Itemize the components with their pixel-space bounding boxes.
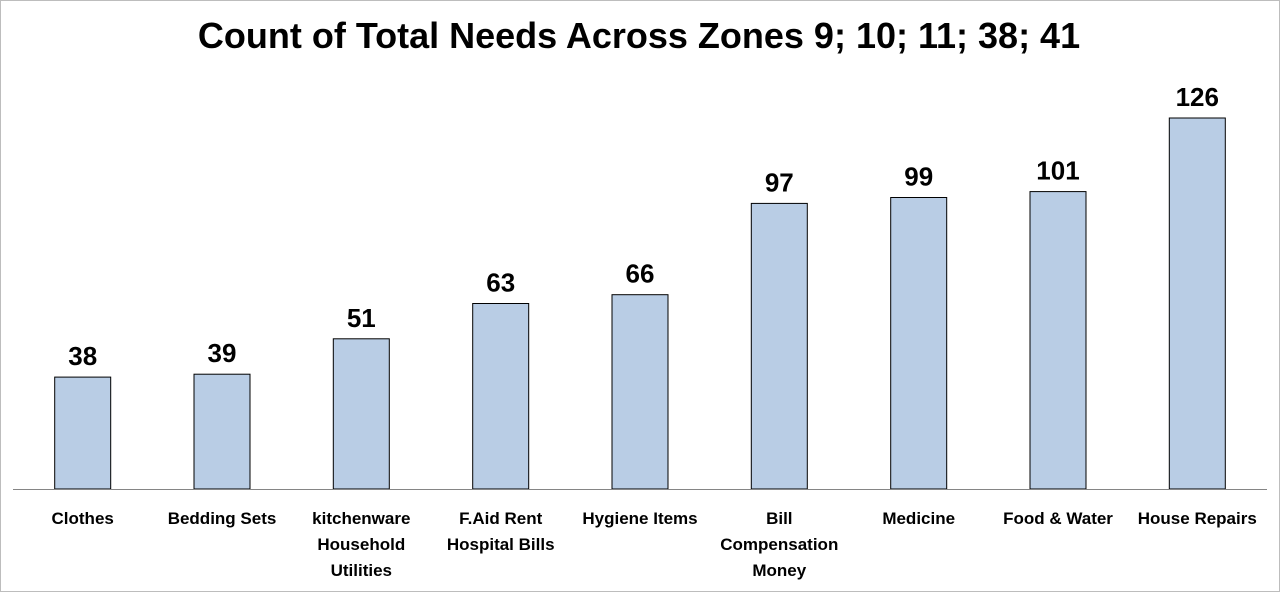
data-label-8: 126: [1176, 82, 1219, 112]
category-label-4: Hygiene Items: [582, 509, 697, 528]
category-label-line: Compensation: [720, 535, 838, 554]
category-label-0: Clothes: [52, 509, 114, 528]
bar-8: [1169, 118, 1225, 489]
bar-0: [55, 377, 111, 489]
category-label-line: Money: [752, 561, 806, 580]
data-label-4: 66: [626, 259, 655, 289]
bar-1: [194, 374, 250, 489]
category-label-line: Hygiene Items: [582, 509, 697, 528]
category-label-line: Hospital Bills: [447, 535, 555, 554]
category-label-line: Bedding Sets: [168, 509, 277, 528]
data-label-3: 63: [486, 268, 515, 298]
category-label-2: kitchenware Household Utilities: [312, 509, 410, 580]
bar-chart: 38 39 51 63 66 97 99 101 126 Clothes Bedding Sets…: [0, 0, 1280, 592]
bar-5: [751, 203, 807, 489]
category-label-line: Utilities: [331, 561, 392, 580]
category-label-line: Food & Water: [1003, 509, 1113, 528]
bar-4: [612, 295, 668, 489]
category-labels: Clothes Bedding Sets kitchenware Household U…: [52, 509, 1257, 580]
data-label-5: 97: [765, 167, 794, 197]
bar-2: [333, 339, 389, 489]
data-label-6: 99: [904, 162, 933, 192]
category-label-line: Bill: [766, 509, 792, 528]
category-label-1: Bedding Sets: [168, 509, 277, 528]
category-label-line: House Repairs: [1138, 509, 1257, 528]
category-label-line: F.Aid Rent: [459, 509, 542, 528]
bar-6: [891, 198, 947, 490]
category-label-3: F.Aid Rent Hospital Bills: [447, 509, 555, 554]
category-label-7: Food & Water: [1003, 509, 1113, 528]
data-label-7: 101: [1036, 156, 1079, 186]
data-label-1: 39: [208, 338, 237, 368]
category-label-line: kitchenware: [312, 509, 410, 528]
category-label-5: Bill Compensation Money: [720, 509, 838, 580]
category-label-6: Medicine: [882, 509, 955, 528]
data-label-2: 51: [347, 303, 376, 333]
category-label-line: Clothes: [52, 509, 114, 528]
category-label-line: Household: [317, 535, 405, 554]
bar-7: [1030, 192, 1086, 489]
category-label-line: Medicine: [882, 509, 955, 528]
bar-3: [473, 304, 529, 490]
data-label-0: 38: [68, 341, 97, 371]
category-label-8: House Repairs: [1138, 509, 1257, 528]
